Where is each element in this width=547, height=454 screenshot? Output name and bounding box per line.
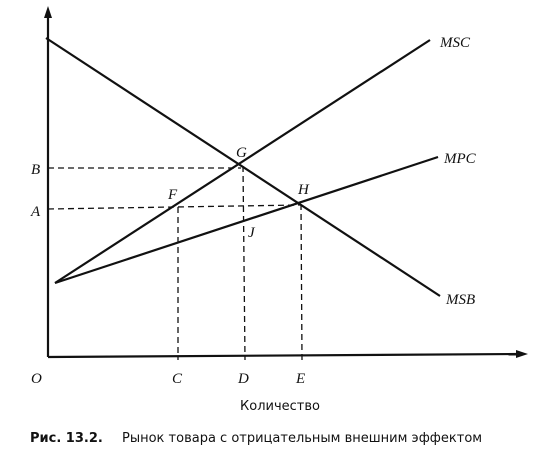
y-mark: B: [31, 162, 40, 178]
point-label: F: [167, 187, 178, 203]
guide: [242, 165, 246, 361]
line-label: MSC: [439, 35, 471, 51]
line-label: MSB: [445, 292, 475, 308]
x-axis: [47, 352, 519, 359]
caption-label: Рис. 13.2.: [30, 431, 103, 446]
point-label: J: [248, 225, 256, 241]
mpc-line: [54, 155, 439, 285]
msb-line: [45, 37, 441, 297]
caption-text: Рынок товара с отрицательным внешним эфф…: [122, 431, 482, 446]
x-title: Количество: [240, 399, 320, 414]
dashed-guides: [47, 165, 303, 361]
point-label: G: [236, 145, 247, 161]
x-arrow: [516, 350, 528, 358]
origin: O: [31, 371, 42, 387]
msc-line: [54, 39, 431, 284]
axes: [44, 6, 528, 359]
y-mark: A: [30, 204, 41, 220]
point-label: H: [297, 182, 310, 198]
line-label: MPC: [443, 151, 477, 167]
x-mark: C: [172, 371, 183, 387]
y-arrow: [44, 6, 52, 18]
guide: [47, 204, 301, 210]
curves: [45, 37, 441, 297]
x-mark: E: [295, 371, 305, 387]
x-mark: D: [237, 371, 249, 387]
guide: [300, 203, 303, 361]
